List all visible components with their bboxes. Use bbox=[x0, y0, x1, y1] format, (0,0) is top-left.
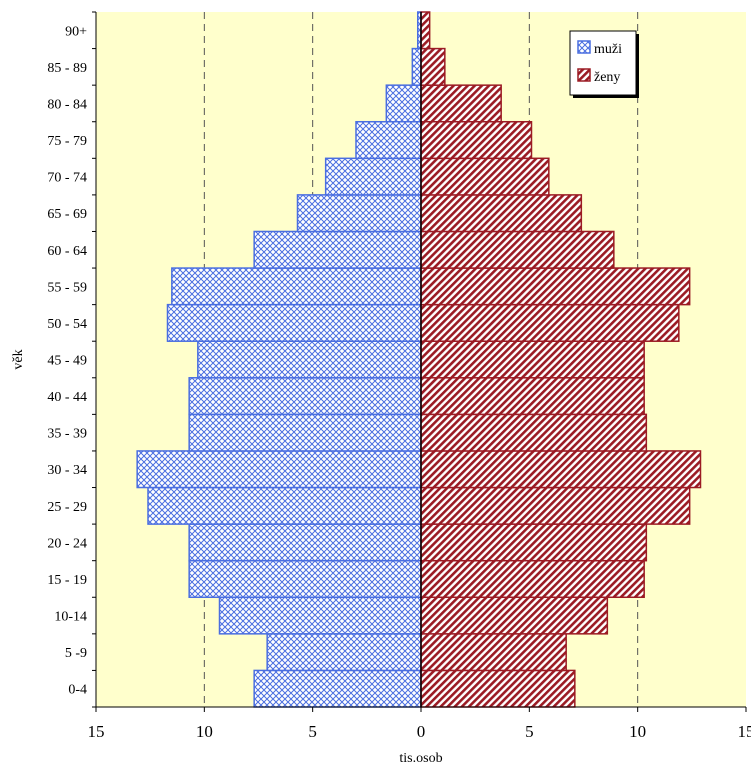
y-tick-label: 75 - 79 bbox=[47, 134, 87, 149]
bar-women bbox=[420, 486, 691, 525]
bar-women bbox=[420, 596, 609, 635]
bar-men bbox=[197, 340, 422, 379]
bar-men bbox=[188, 413, 422, 452]
y-tick-label: 10-14 bbox=[54, 610, 87, 625]
legend-label-women: ženy bbox=[594, 70, 620, 85]
x-axis-title: tis.osob bbox=[399, 751, 442, 766]
y-tick-label: 0-4 bbox=[68, 683, 87, 698]
y-tick-label: 55 - 59 bbox=[47, 280, 87, 295]
legend-swatch-men bbox=[577, 40, 591, 54]
bar-women bbox=[420, 11, 431, 50]
y-tick-label: 5 -9 bbox=[65, 646, 87, 661]
x-tick-label: 10 bbox=[196, 722, 213, 741]
bar-women bbox=[420, 194, 583, 233]
bar-women bbox=[420, 669, 576, 708]
bar-women bbox=[420, 340, 645, 379]
axes bbox=[92, 11, 747, 712]
y-tick-label: 60 - 64 bbox=[47, 244, 87, 259]
y-tick-label: 85 - 89 bbox=[47, 61, 87, 76]
bar-men bbox=[266, 633, 422, 672]
y-tick-label: 65 - 69 bbox=[47, 207, 87, 222]
y-tick-label: 90+ bbox=[65, 24, 87, 39]
y-tick-label: 40 - 44 bbox=[47, 390, 87, 405]
y-tick-label: 35 - 39 bbox=[47, 427, 87, 442]
legend-swatch-women bbox=[577, 68, 591, 82]
bar-men bbox=[136, 450, 422, 489]
bar-men bbox=[296, 194, 422, 233]
bar-men bbox=[171, 267, 422, 306]
bar-men bbox=[188, 523, 422, 562]
y-tick-label: 25 - 29 bbox=[47, 500, 87, 515]
y-tick-label: 50 - 54 bbox=[47, 317, 87, 332]
bar-men bbox=[188, 377, 422, 416]
legend-box bbox=[569, 30, 637, 96]
bar-men bbox=[188, 559, 422, 599]
y-tick-label: 45 - 49 bbox=[47, 354, 87, 369]
bars bbox=[136, 11, 702, 708]
bar-women bbox=[420, 559, 645, 599]
y-tick-label: 20 - 24 bbox=[47, 536, 87, 551]
bar-men bbox=[166, 303, 422, 342]
x-tick-label: 5 bbox=[525, 722, 534, 741]
bar-men bbox=[218, 596, 422, 635]
x-tick-label: 0 bbox=[417, 722, 426, 741]
y-axis-title: věk bbox=[11, 349, 26, 369]
bar-women bbox=[420, 413, 648, 452]
bar-women bbox=[420, 377, 645, 416]
y-tick-label: 30 - 34 bbox=[47, 463, 87, 478]
bar-women bbox=[420, 523, 648, 562]
bar-men bbox=[411, 47, 422, 86]
bar-women bbox=[420, 157, 550, 196]
bar-women bbox=[420, 303, 680, 342]
x-tick-labels: 15 10 5 0 5 10 15 bbox=[88, 722, 751, 741]
bar-men bbox=[147, 486, 422, 525]
bar-men bbox=[253, 230, 422, 269]
y-tick-label: 80 - 84 bbox=[47, 97, 87, 112]
x-tick-label: 10 bbox=[629, 722, 646, 741]
y-tick-label: 70 - 74 bbox=[47, 171, 87, 186]
bar-men bbox=[324, 157, 422, 196]
y-tick-label: 15 - 19 bbox=[47, 573, 87, 588]
legend: muži ženy bbox=[569, 30, 639, 98]
bar-women bbox=[420, 450, 702, 489]
x-tick-label: 15 bbox=[738, 722, 751, 741]
bar-women bbox=[420, 84, 502, 123]
legend-label-men: muži bbox=[594, 42, 622, 57]
bar-women bbox=[420, 47, 446, 86]
bar-men bbox=[355, 120, 422, 160]
x-tick-label: 5 bbox=[308, 722, 317, 741]
bar-women bbox=[420, 633, 567, 672]
bar-women bbox=[420, 120, 533, 160]
bar-men bbox=[385, 84, 422, 123]
bar-women bbox=[420, 230, 615, 269]
x-tick-label: 15 bbox=[88, 722, 105, 741]
bar-men bbox=[253, 669, 422, 708]
y-tick-labels: 0-4 5 -9 10-14 15 - 19 20 - 24 25 - 29 30 - 34… bbox=[47, 24, 87, 697]
bar-women bbox=[420, 267, 691, 306]
